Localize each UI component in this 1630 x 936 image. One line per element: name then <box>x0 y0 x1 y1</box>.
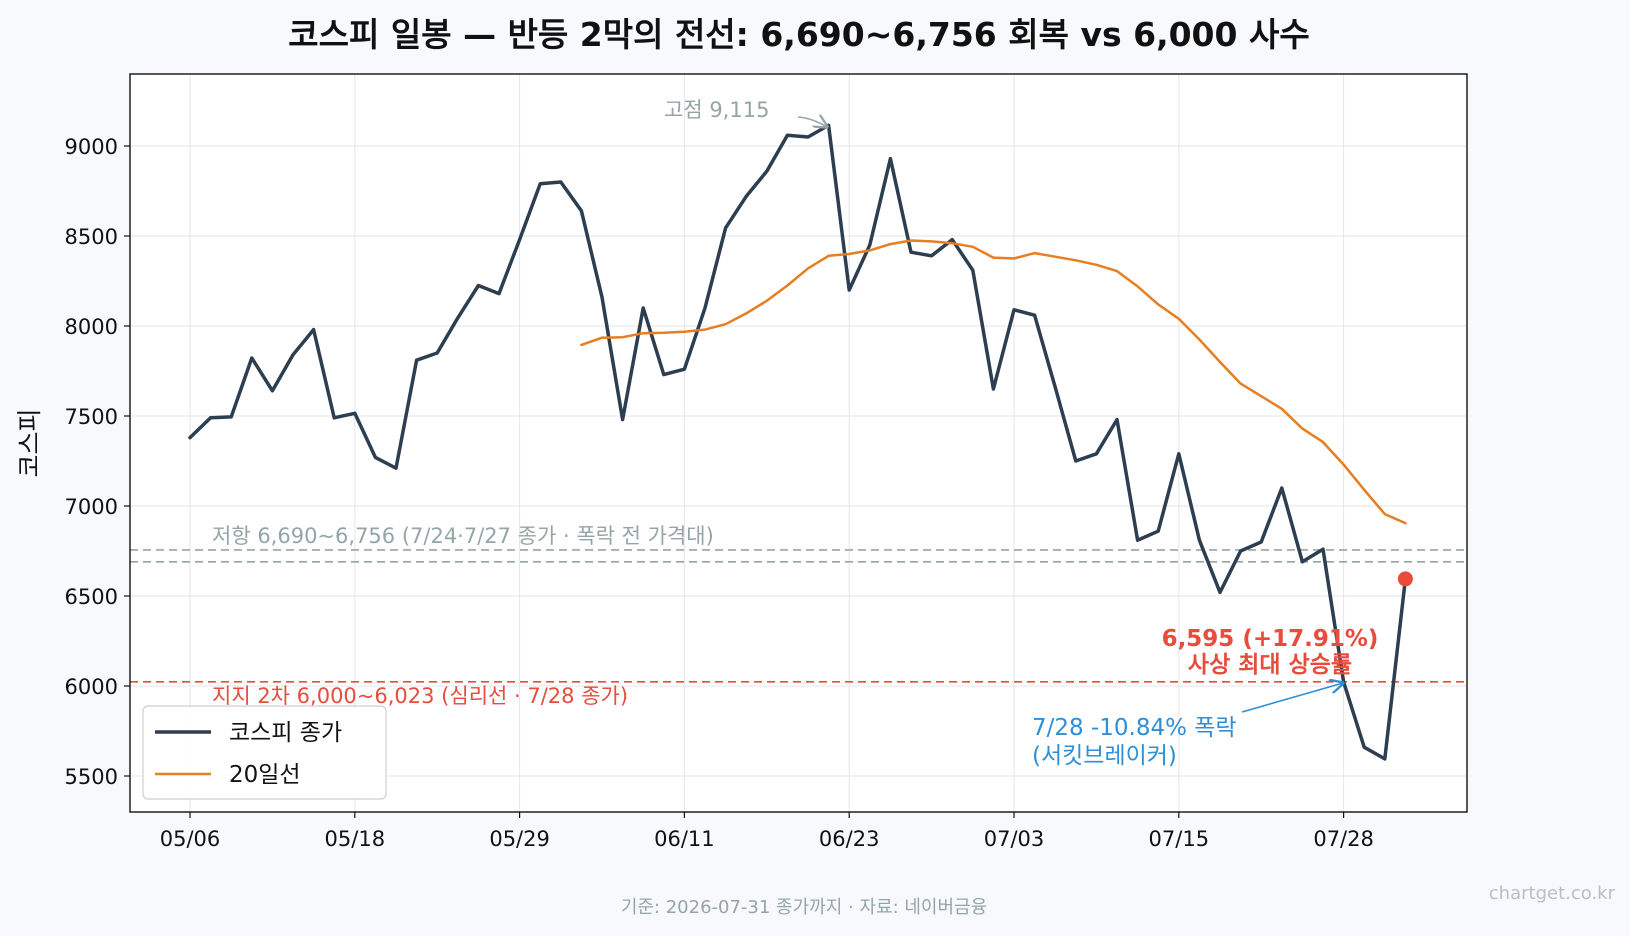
footer-source: 기준: 2026-07-31 종가까지 · 자료: 네이버금융 <box>621 897 987 918</box>
y-tick-label: 7500 <box>65 405 118 429</box>
y-tick-label: 8000 <box>65 315 118 339</box>
y-axis-label: 코스피 <box>15 408 44 477</box>
legend-label-ma20: 20일선 <box>229 762 301 788</box>
watermark: chartget.co.kr <box>1489 883 1616 904</box>
crash-annotation-line1: 7/28 -10.84% 폭락 <box>1032 715 1237 741</box>
series-line-ma20 <box>580 239 1407 525</box>
legend: 코스피 종가 20일선 <box>142 705 387 800</box>
x-tick-label: 06/11 <box>654 827 715 851</box>
y-tick-label: 6000 <box>65 675 118 699</box>
x-tick-label: 05/18 <box>325 827 386 851</box>
series-layer <box>188 123 1413 761</box>
last-value-annotation: 6,595 (+17.91%) <box>1162 626 1379 652</box>
grid <box>130 74 1467 812</box>
series-line-kospi <box>188 123 1408 761</box>
plot-frame <box>129 73 1468 813</box>
last-close-marker <box>1397 571 1413 587</box>
resistance-annotation: 저항 6,690~6,756 (7/24·7/27 종가 · 폭락 전 가격대) <box>212 524 714 548</box>
x-tick-label: 07/03 <box>984 827 1045 851</box>
peak-annotation: 고점 9,115 <box>664 98 769 122</box>
x-tick-label: 06/23 <box>819 827 880 851</box>
y-tick-label: 6500 <box>65 585 118 609</box>
legend-box <box>142 705 387 800</box>
peak-arrow <box>797 117 827 127</box>
y-tick-label: 7000 <box>65 495 118 519</box>
y-tick-label: 5500 <box>65 765 118 789</box>
crash-arrow <box>1241 683 1343 713</box>
y-axis: 5500 6000 6500 7000 7500 8000 8500 9000 <box>65 135 130 789</box>
x-tick-label: 07/28 <box>1313 827 1374 851</box>
x-axis: 05/06 05/18 05/29 06/11 06/23 07/03 07/15 07/28 <box>160 812 1374 851</box>
support-annotation: 지지 2차 6,000~6,023 (심리선 · 7/28 종가) <box>212 684 628 708</box>
chart-title: 코스피 일봉 — 반등 2막의 전선: 6,690~6,756 회복 vs 6,… <box>288 15 1309 54</box>
x-tick-label: 05/06 <box>160 827 221 851</box>
y-tick-label: 9000 <box>65 135 118 159</box>
x-tick-label: 07/15 <box>1149 827 1210 851</box>
x-tick-label: 05/29 <box>489 827 550 851</box>
crash-annotation-line2: (서킷브레이커) <box>1032 743 1177 769</box>
last-note-annotation: 사상 최대 상승률 <box>1188 652 1352 678</box>
reference-lines <box>130 549 1467 683</box>
y-tick-label: 8500 <box>65 225 118 249</box>
legend-label-kospi: 코스피 종가 <box>229 720 342 746</box>
plot-area <box>130 74 1467 812</box>
